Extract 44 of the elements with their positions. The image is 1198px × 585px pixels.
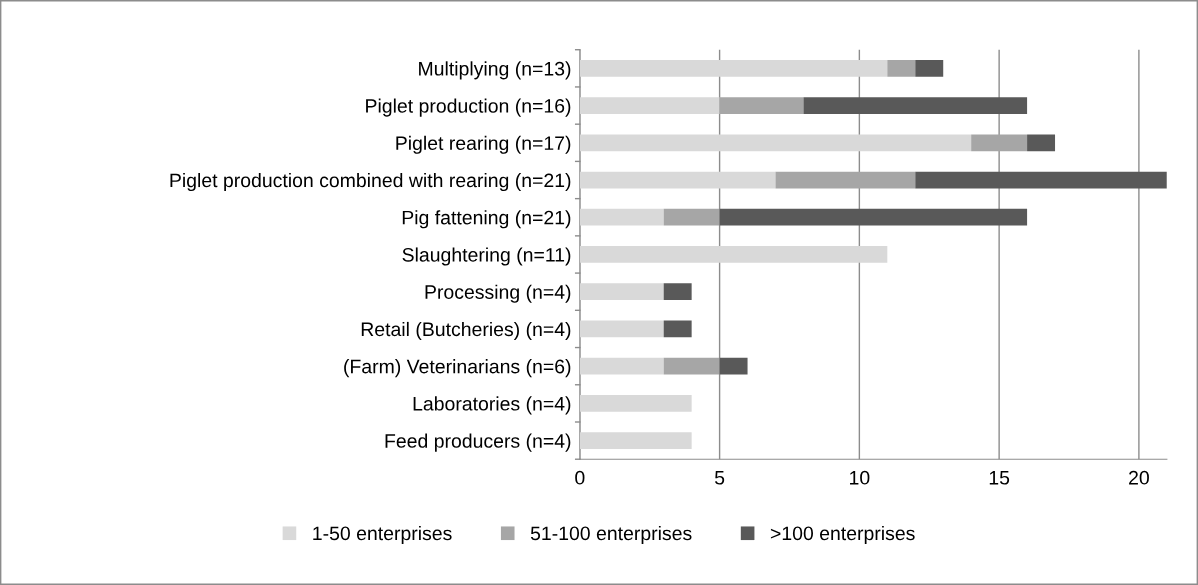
bar — [775, 171, 916, 189]
bar — [663, 283, 692, 301]
bar — [579, 395, 692, 412]
bar — [971, 134, 1028, 152]
x-tick-label: 15 — [989, 471, 1010, 485]
y-tick-label: Feed producers (n=4) — [385, 433, 571, 452]
y-tick-label: Slaughtering (n=11) — [402, 247, 571, 266]
bar — [719, 97, 804, 114]
y-tick-label: (Farm) Veterinarians (n=6) — [344, 359, 571, 378]
bar — [579, 246, 888, 263]
bar — [1027, 134, 1056, 152]
legend-label: >100 enterprises — [770, 525, 915, 545]
y-tick-label: Piglet production combined with rearing (n=21) — [170, 172, 571, 192]
y-tick-label: Pig fattening (n=21) — [402, 210, 571, 229]
bar — [579, 171, 776, 189]
bar — [579, 432, 692, 449]
bar — [579, 320, 664, 338]
y-tick-label: Processing (n=4) — [425, 284, 571, 303]
bar — [719, 357, 748, 375]
x-tick-label: 5 — [714, 471, 725, 485]
x-tick-label: 20 — [1129, 470, 1149, 485]
bar — [915, 171, 1167, 189]
x-tick-label: 10 — [850, 470, 870, 485]
y-tick-label: Piglet production (n=16) — [366, 98, 571, 117]
legend-label: 1-50 enterprises — [313, 525, 452, 545]
bar — [579, 283, 664, 301]
bar — [579, 59, 888, 77]
x-tick-label: 0 — [575, 470, 585, 485]
bar — [663, 208, 720, 226]
y-tick-label: Laboratories (n=4) — [413, 396, 571, 415]
bar — [579, 208, 664, 226]
bar — [803, 97, 1028, 114]
y-tick-label: Multiplying (n=13) — [419, 61, 571, 80]
bar — [579, 97, 720, 114]
bar — [579, 357, 664, 375]
bar — [887, 59, 916, 77]
y-tick-label: Piglet rearing (n=17) — [396, 135, 571, 154]
y-tick-label: Retail (Butcheries) (n=4) — [361, 321, 571, 340]
bar — [663, 320, 692, 338]
bar — [663, 357, 720, 375]
bar — [719, 208, 1028, 226]
legend-label: 51-100 enterprises — [530, 525, 692, 545]
bar — [915, 59, 944, 77]
bar — [579, 134, 972, 152]
